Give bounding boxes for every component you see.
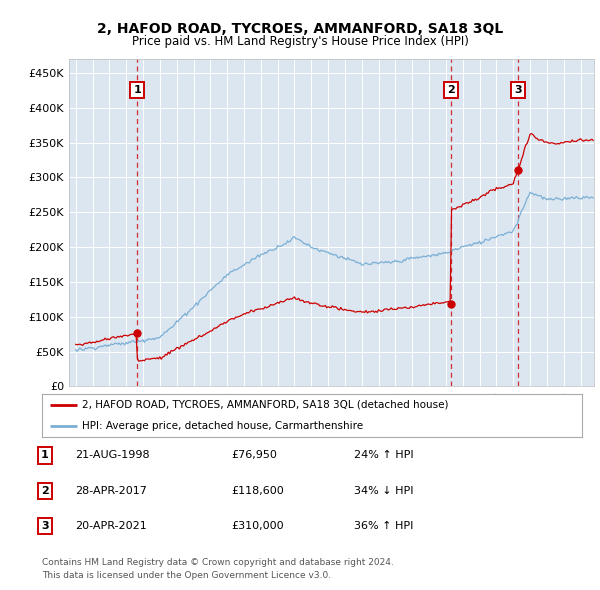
- Text: 36% ↑ HPI: 36% ↑ HPI: [354, 522, 413, 531]
- Text: 2, HAFOD ROAD, TYCROES, AMMANFORD, SA18 3QL: 2, HAFOD ROAD, TYCROES, AMMANFORD, SA18 …: [97, 22, 503, 36]
- Text: £118,600: £118,600: [231, 486, 284, 496]
- Text: 24% ↑ HPI: 24% ↑ HPI: [354, 451, 413, 460]
- Text: 28-APR-2017: 28-APR-2017: [75, 486, 147, 496]
- Text: HPI: Average price, detached house, Carmarthenshire: HPI: Average price, detached house, Carm…: [83, 421, 364, 431]
- Text: 1: 1: [41, 451, 49, 460]
- Text: 2: 2: [41, 486, 49, 496]
- Text: £76,950: £76,950: [231, 451, 277, 460]
- Text: 20-APR-2021: 20-APR-2021: [75, 522, 147, 531]
- Text: 3: 3: [515, 86, 522, 96]
- Text: Contains HM Land Registry data © Crown copyright and database right 2024.: Contains HM Land Registry data © Crown c…: [42, 558, 394, 567]
- Text: 2, HAFOD ROAD, TYCROES, AMMANFORD, SA18 3QL (detached house): 2, HAFOD ROAD, TYCROES, AMMANFORD, SA18 …: [83, 400, 449, 409]
- Text: Price paid vs. HM Land Registry's House Price Index (HPI): Price paid vs. HM Land Registry's House …: [131, 35, 469, 48]
- Text: 3: 3: [41, 522, 49, 531]
- Text: 1: 1: [133, 86, 141, 96]
- Text: 2: 2: [448, 86, 455, 96]
- Text: This data is licensed under the Open Government Licence v3.0.: This data is licensed under the Open Gov…: [42, 571, 331, 579]
- Text: £310,000: £310,000: [231, 522, 284, 531]
- Text: 34% ↓ HPI: 34% ↓ HPI: [354, 486, 413, 496]
- Text: 21-AUG-1998: 21-AUG-1998: [75, 451, 149, 460]
